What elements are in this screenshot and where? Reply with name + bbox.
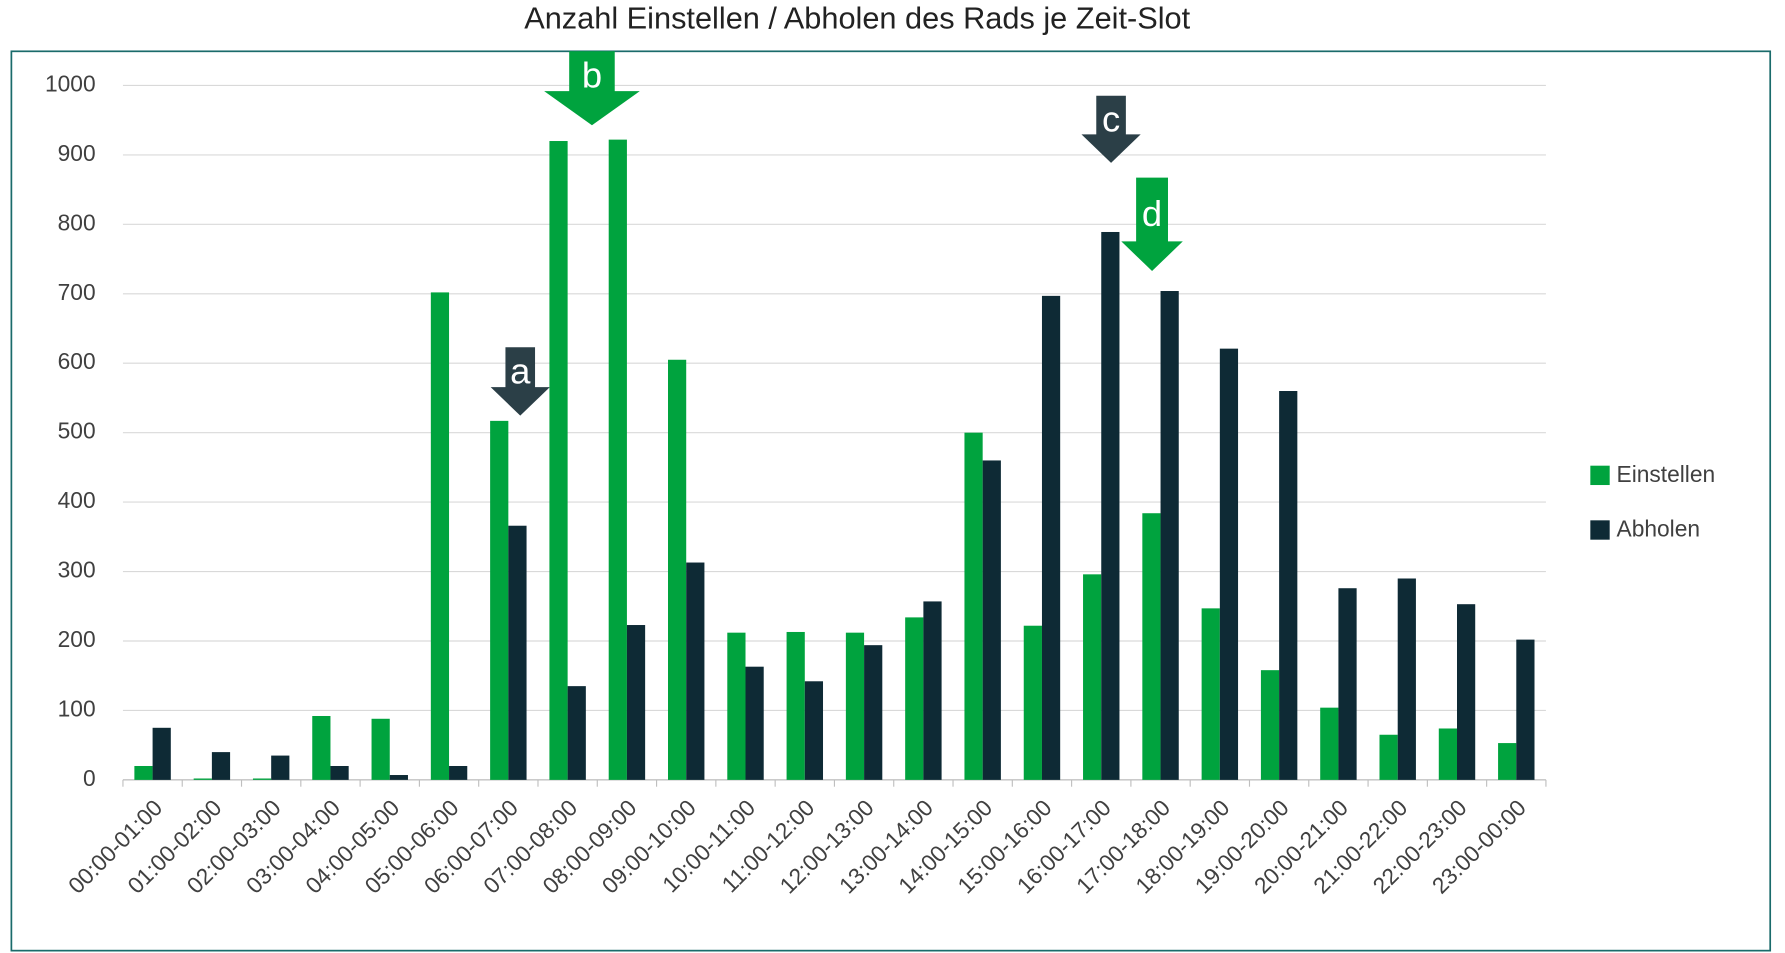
bar [864,645,883,780]
bar [982,460,1001,780]
y-tick-label: 800 [58,209,96,235]
bar [786,631,805,780]
legend-swatch [1590,465,1610,486]
bar [686,562,705,780]
bar [845,632,865,780]
bar [1516,639,1535,780]
bar [1201,608,1220,780]
y-tick-label: 600 [58,348,96,374]
bar [567,686,586,780]
bar [1498,743,1517,780]
bar [1279,391,1298,780]
bar [1219,348,1239,780]
bar [1338,588,1357,780]
y-tick-label: 500 [58,418,96,444]
bar [389,775,408,780]
bar [1379,734,1398,780]
bar [193,778,212,780]
bar [252,778,272,780]
y-tick-label: 1000 [45,70,96,96]
bar [923,601,942,780]
y-tick-label: 300 [58,557,96,583]
bar [1397,578,1416,780]
bar [727,632,746,780]
bar [1320,707,1339,780]
bar [211,752,231,780]
annotation-arrow [1121,177,1183,272]
bar [905,617,924,780]
chart-title: Anzahl Einstellen / Abholen des Rads je … [524,1,1190,36]
bar [371,718,390,780]
annotation-arrow [1081,95,1141,163]
bar [430,292,450,780]
bar [508,525,527,780]
bar [804,681,824,780]
bar [608,139,627,780]
bar [1101,231,1120,780]
bar [152,727,171,780]
bar [964,432,983,780]
legend-swatch [1590,520,1610,540]
annotation-label: b [582,55,602,96]
bar [667,359,687,780]
y-tick-label: 900 [58,140,96,166]
bar [490,420,509,780]
bar [1260,670,1280,780]
bar [626,625,646,780]
bar [1083,574,1102,780]
bar [1142,513,1161,780]
bar [1457,604,1476,780]
y-tick-label: 200 [58,626,96,652]
y-tick-label: 400 [58,487,96,513]
annotation-arrow [544,51,640,126]
legend-label: Einstellen [1617,461,1716,487]
annotation-label: c [1102,99,1120,140]
annotation-label: d [1142,193,1162,234]
annotation-label: a [510,351,531,392]
chart-frame [10,50,1772,952]
bar [312,715,331,780]
y-tick-label: 700 [58,279,96,305]
y-tick-label: 0 [83,765,96,791]
bar [330,765,349,780]
bar [745,666,764,780]
bar [549,141,568,780]
y-tick-label: 100 [58,695,96,721]
bar [134,765,153,780]
bar [1041,295,1061,780]
bar [1023,625,1042,780]
bar [271,755,290,780]
bar [1160,291,1179,780]
bar [449,765,468,780]
legend-label: Abholen [1617,516,1701,542]
bar [1438,728,1458,780]
